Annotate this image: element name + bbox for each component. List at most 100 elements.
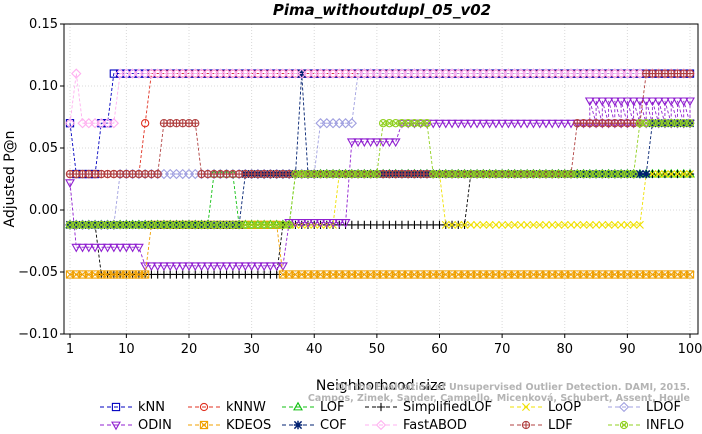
point-inflo [179, 221, 186, 228]
legend-marker-inflo [621, 422, 627, 428]
point-inflo [228, 220, 237, 230]
point-inflo [629, 169, 638, 179]
point-inflo [286, 221, 293, 228]
point-inflo [317, 171, 324, 177]
legend-item-odin: ODIN [100, 418, 172, 433]
point-inflo [123, 221, 130, 228]
point-odin [227, 262, 238, 272]
point-odin [177, 262, 188, 272]
point-inflo [574, 171, 581, 177]
point-inflo [267, 221, 274, 228]
legend-marker-odin [111, 421, 121, 431]
point-inflo [278, 220, 288, 230]
point-loop [460, 220, 469, 229]
point-loop [567, 220, 575, 229]
legend-label-inflo: INFLO [646, 418, 684, 433]
x-tick-label: 10 [118, 342, 135, 357]
legend-item-cof: COF [282, 418, 347, 433]
point-odin [371, 138, 382, 148]
point-inflo [186, 221, 192, 228]
point-inflo [242, 221, 249, 228]
point-odin [597, 97, 608, 107]
point-odin [121, 243, 132, 253]
x-tick-label: 20 [181, 342, 198, 357]
point-inflo [680, 120, 687, 127]
point-inflo [380, 120, 387, 127]
point-ldf [686, 70, 694, 78]
point-odin [484, 119, 495, 129]
point-inflo [172, 220, 181, 230]
point-odin [666, 97, 677, 107]
point-inflo [197, 220, 206, 230]
point-inflo [241, 220, 250, 230]
point-inflo [292, 171, 299, 177]
point-odin [265, 262, 276, 272]
point-odin [140, 262, 151, 272]
point-inflo [373, 171, 380, 177]
point-odin [497, 119, 508, 129]
legend-marker-fastabod [375, 419, 387, 431]
point-inflo [649, 120, 656, 127]
point-inflo [610, 169, 619, 179]
point-loop [548, 220, 557, 229]
point-inflo [535, 169, 544, 179]
point-lof [252, 219, 263, 229]
point-inflo [109, 220, 118, 230]
series-inflo [65, 119, 695, 230]
x-tick-label: 100 [678, 342, 702, 357]
point-inflo [529, 169, 538, 179]
point-inflo [385, 119, 394, 128]
point-inflo [505, 171, 512, 177]
point-inflo [97, 220, 106, 230]
point-inflo [662, 120, 668, 127]
point-inflo [399, 120, 405, 127]
point-inflo [254, 221, 261, 228]
point-inflo [604, 169, 613, 179]
point-odin [641, 119, 652, 129]
point-odin [184, 262, 194, 272]
point-inflo [674, 120, 681, 127]
point-inflo [485, 169, 494, 179]
point-ldf [191, 119, 199, 127]
point-inflo [430, 171, 437, 177]
point-odin [685, 97, 695, 107]
point-odin [559, 119, 570, 129]
point-odin [603, 97, 614, 107]
point-inflo [166, 220, 175, 230]
point-odin [547, 119, 558, 129]
point-inflo [305, 171, 311, 177]
legend-label-loop: LoOP [548, 400, 581, 415]
point-inflo [222, 220, 231, 230]
point-lof [246, 219, 257, 229]
point-loop [617, 220, 626, 229]
point-odin [453, 119, 464, 129]
point-odin [591, 97, 602, 107]
point-inflo [236, 221, 242, 228]
point-inflo [560, 169, 569, 179]
point-odin [359, 138, 370, 148]
point-inflo [216, 220, 225, 230]
legend-marker-ldf [522, 421, 530, 429]
point-inflo [84, 220, 93, 230]
point-loop [673, 170, 682, 179]
point-inflo [92, 221, 98, 228]
point-odin [321, 218, 332, 228]
point-inflo [654, 119, 663, 128]
point-odin [346, 138, 357, 148]
point-loop [635, 220, 644, 229]
legend: kNN kNNW LOF SimplifiedLOF LoOP LDOF ODIN KDEOS… [100, 400, 684, 433]
point-loop [441, 220, 450, 229]
point-lof [271, 219, 282, 229]
point-odin [584, 97, 595, 107]
point-odin [77, 243, 88, 253]
point-inflo [579, 169, 588, 179]
point-odin [102, 243, 113, 253]
point-inflo [247, 220, 256, 230]
legend-marker-knn [111, 402, 121, 412]
point-odin [290, 218, 301, 228]
point-loop [686, 170, 694, 179]
point-inflo [122, 220, 131, 230]
legend-label-kdeos: KDEOS [226, 418, 271, 433]
point-inflo [167, 221, 174, 228]
point-odin [616, 97, 627, 107]
